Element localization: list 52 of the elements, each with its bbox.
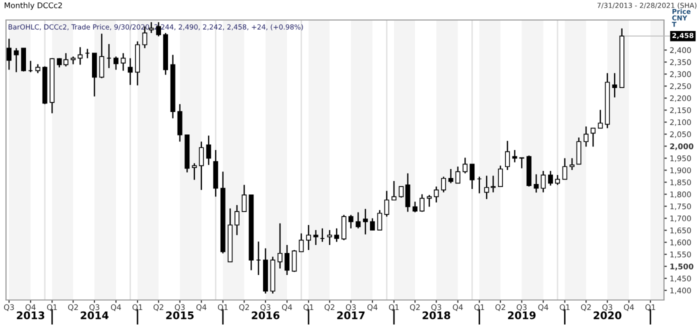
x2-tick-label: 2018	[422, 311, 450, 320]
x2-tick-label: 2017	[337, 311, 365, 320]
candlestick	[377, 209, 382, 231]
candlestick	[405, 172, 410, 212]
candlestick	[99, 33, 104, 79]
candlestick	[114, 56, 118, 70]
candlestick	[548, 170, 553, 186]
candlestick	[6, 38, 12, 70]
candlestick	[78, 46, 83, 66]
candlestick	[534, 174, 539, 194]
candlestick	[21, 47, 26, 72]
candlestick	[362, 208, 368, 236]
candlestick	[14, 47, 19, 73]
candlestick	[570, 158, 574, 171]
candlestick	[420, 194, 424, 212]
candlestick	[128, 58, 133, 86]
candlestick	[512, 149, 518, 163]
x2-tick-label: 2015	[166, 311, 194, 320]
candlestick	[398, 186, 404, 198]
candlestick	[412, 201, 418, 213]
candlestick	[448, 168, 454, 184]
x2-tick-label: 2013	[16, 311, 44, 320]
candlestick	[370, 218, 375, 231]
candlestick	[284, 244, 290, 276]
candlestick	[348, 214, 354, 230]
candlestick	[555, 174, 560, 186]
candlestick	[470, 164, 475, 190]
x2-tick-label: 2019	[508, 311, 536, 320]
candlestick	[278, 222, 282, 270]
x2-tick-label: 2016	[252, 311, 280, 320]
candlestick	[426, 194, 432, 208]
candlestick	[612, 72, 618, 98]
candlestick	[505, 140, 510, 171]
candlestick	[192, 162, 197, 180]
candlestick	[292, 249, 297, 273]
candlestick	[313, 229, 318, 246]
x2-tick-label: 2014	[80, 311, 108, 320]
candlestick	[206, 134, 212, 166]
candlestick	[234, 204, 240, 236]
x2-tick-label: 2020	[594, 311, 622, 320]
candlestick	[298, 232, 304, 252]
candlestick	[120, 52, 126, 72]
candlestick	[462, 157, 468, 174]
candlestick	[356, 212, 361, 230]
candlestick	[590, 128, 596, 148]
candlestick	[441, 176, 446, 193]
candlestick	[177, 103, 182, 142]
candlestick	[576, 136, 582, 165]
candlestick	[598, 109, 603, 129]
candlestick	[334, 228, 340, 242]
candlestick	[341, 214, 346, 241]
candlestick	[384, 190, 390, 218]
